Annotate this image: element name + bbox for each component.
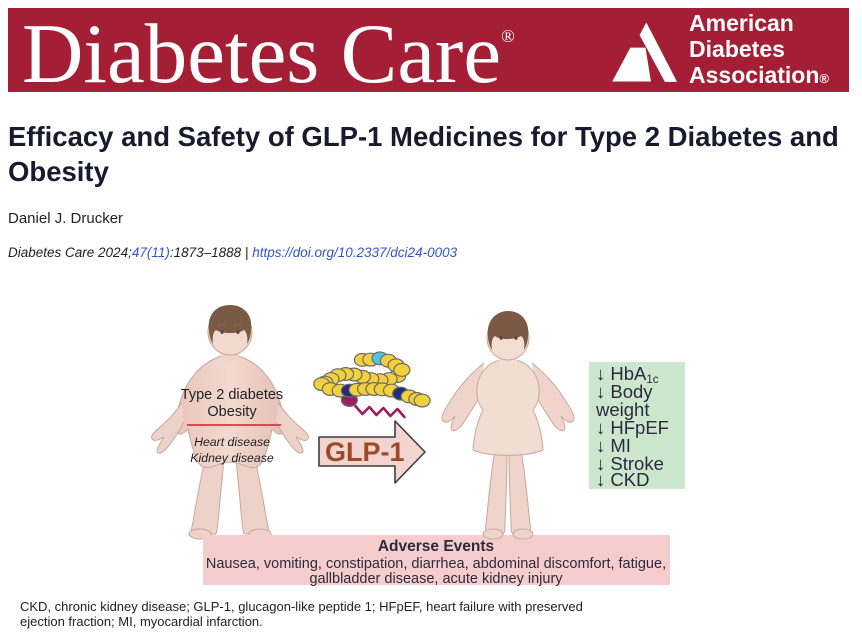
svg-text:gallbladder disease, acute kid: gallbladder disease, acute kidney injury bbox=[309, 571, 563, 587]
svg-text:Kidney disease: Kidney disease bbox=[190, 451, 274, 465]
svg-text:GLP-1: GLP-1 bbox=[325, 437, 405, 467]
svg-text:↓ CKD: ↓ CKD bbox=[596, 469, 649, 490]
svg-text:CKD, chronic kidney disease; G: CKD, chronic kidney disease; GLP-1, gluc… bbox=[20, 599, 583, 614]
svg-text:Type 2 diabetes: Type 2 diabetes bbox=[181, 387, 283, 403]
svg-text:Obesity: Obesity bbox=[207, 404, 257, 420]
svg-text:Adverse Events: Adverse Events bbox=[378, 538, 494, 555]
svg-text:ejection fraction; MI, myocard: ejection fraction; MI, myocardial infarc… bbox=[20, 614, 263, 629]
svg-text:Heart disease: Heart disease bbox=[194, 435, 270, 449]
svg-text:Nausea, vomiting, constipation: Nausea, vomiting, constipation, diarrhea… bbox=[206, 556, 666, 572]
